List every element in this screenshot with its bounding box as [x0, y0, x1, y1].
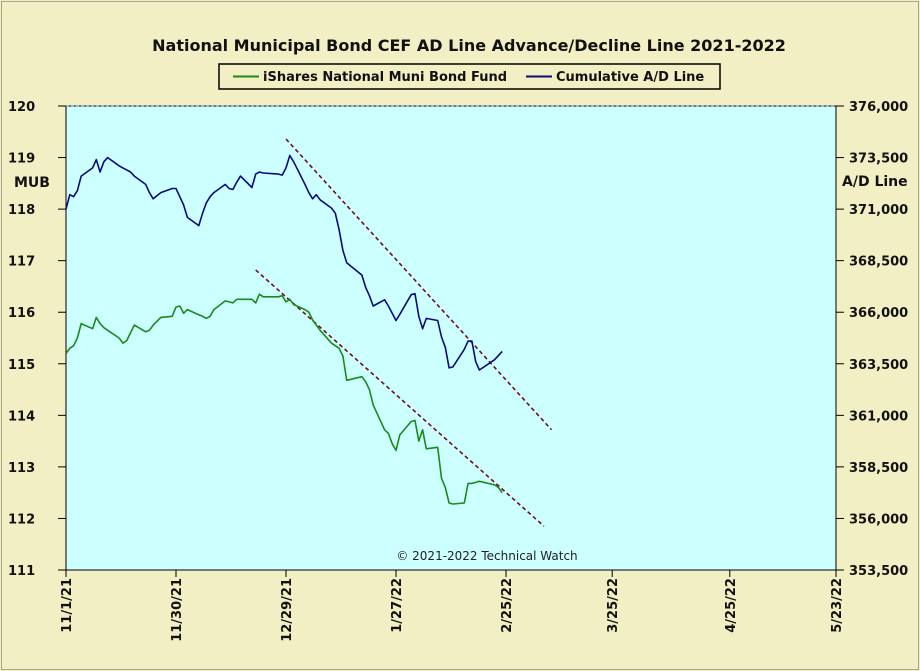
x-tick-label: 4/25/22: [724, 578, 739, 633]
left-tick-label: 114: [8, 409, 35, 424]
right-tick-label: 356,000: [849, 512, 908, 527]
left-tick-label: 115: [8, 358, 35, 373]
right-tick-label: 373,500: [849, 152, 908, 167]
x-tick-label: 5/23/22: [830, 578, 845, 633]
left-tick-label: 119: [8, 152, 35, 167]
right-tick-label: 376,000: [849, 100, 908, 115]
left-tick-label: 116: [8, 306, 35, 321]
left-tick-label: 112: [8, 512, 35, 527]
right-tick-label: 361,000: [849, 409, 908, 424]
trend-line: [285, 138, 553, 431]
x-tick-label: 1/27/22: [390, 578, 405, 633]
ad-series-line: [65, 154, 503, 371]
x-tick-label: 3/25/22: [606, 578, 621, 633]
plot-area: [65, 105, 837, 571]
right-axis-label: A/D Line: [842, 174, 908, 190]
legend-label-ad: Cumulative A/D Line: [556, 70, 704, 85]
right-tick-label: 366,000: [849, 306, 908, 321]
right-tick-label: 353,500: [849, 564, 908, 579]
left-tick-label: 117: [8, 255, 35, 270]
right-tick-label: 363,500: [849, 358, 908, 373]
watermark: © 2021-2022 Technical Watch: [396, 549, 577, 563]
trend-line: [255, 269, 545, 527]
legend: iShares National Muni Bond Fund Cumulati…: [218, 63, 721, 90]
x-tick-label: 11/30/21: [170, 578, 185, 642]
left-tick-label: 111: [8, 564, 35, 579]
x-axis-ticks: 11/1/21 11/30/21 12/29/21 1/27/22 2/25/22 3/2…: [60, 570, 845, 642]
mub-series-line: [65, 293, 503, 505]
x-tick-label: 12/29/21: [280, 578, 295, 642]
left-axis-ticks: 111 112 113 114 115 116 117 118 119 120: [8, 100, 66, 579]
left-axis-label: MUB: [14, 175, 50, 191]
right-tick-label: 371,000: [849, 203, 908, 218]
left-tick-label: 113: [8, 461, 35, 476]
x-tick-label: 11/1/21: [60, 578, 75, 633]
trend-lines: [255, 138, 553, 527]
legend-box: [218, 63, 721, 90]
right-tick-label: 358,500: [849, 461, 908, 476]
left-tick-label: 120: [8, 100, 35, 115]
chart-title: National Municipal Bond CEF AD Line Adva…: [152, 36, 786, 55]
right-tick-label: 368,500: [849, 255, 908, 270]
right-axis-ticks: 353,500 356,000 358,500 361,000 363,500 366,0…: [836, 100, 908, 579]
legend-label-mub: iShares National Muni Bond Fund: [263, 70, 507, 85]
left-tick-label: 118: [8, 203, 35, 218]
x-tick-label: 2/25/22: [500, 578, 515, 633]
series-lines: [65, 154, 503, 505]
